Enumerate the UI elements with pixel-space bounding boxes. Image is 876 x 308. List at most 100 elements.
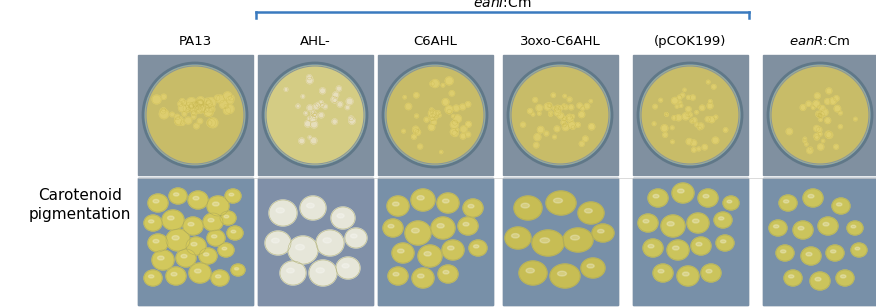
Ellipse shape [653, 194, 659, 198]
Circle shape [830, 98, 837, 104]
Circle shape [687, 95, 690, 99]
Circle shape [567, 116, 573, 122]
Circle shape [332, 119, 337, 124]
Circle shape [583, 136, 588, 141]
Circle shape [430, 82, 434, 86]
Circle shape [555, 109, 561, 116]
Circle shape [205, 104, 214, 112]
Ellipse shape [191, 242, 197, 246]
Circle shape [824, 99, 830, 104]
Bar [633, 55, 748, 175]
Ellipse shape [837, 203, 842, 206]
Circle shape [349, 116, 353, 121]
Ellipse shape [207, 196, 229, 216]
Ellipse shape [653, 264, 673, 282]
Ellipse shape [280, 261, 306, 285]
Circle shape [698, 126, 702, 130]
Ellipse shape [171, 272, 177, 276]
Ellipse shape [691, 237, 711, 255]
Circle shape [690, 95, 696, 100]
Circle shape [690, 119, 694, 123]
Circle shape [834, 144, 838, 149]
Circle shape [536, 105, 542, 111]
Circle shape [194, 123, 199, 129]
Ellipse shape [220, 211, 236, 225]
Circle shape [452, 120, 457, 125]
Circle shape [670, 126, 675, 130]
Circle shape [174, 114, 180, 120]
Circle shape [162, 108, 166, 112]
Circle shape [714, 115, 717, 119]
Text: Carotenoid: Carotenoid [38, 188, 122, 202]
Circle shape [432, 111, 439, 118]
Circle shape [304, 111, 307, 115]
Ellipse shape [514, 196, 542, 220]
Ellipse shape [148, 234, 168, 252]
Circle shape [201, 104, 209, 112]
Ellipse shape [584, 209, 592, 213]
Ellipse shape [808, 194, 814, 198]
Ellipse shape [412, 268, 434, 288]
Circle shape [563, 123, 567, 126]
Circle shape [815, 136, 819, 140]
Ellipse shape [393, 272, 399, 276]
Circle shape [307, 75, 312, 80]
Circle shape [198, 100, 204, 106]
Circle shape [320, 88, 326, 94]
Circle shape [188, 102, 198, 112]
Circle shape [533, 143, 539, 148]
Ellipse shape [658, 270, 664, 273]
Ellipse shape [442, 240, 464, 260]
Circle shape [447, 109, 451, 114]
Circle shape [263, 63, 367, 167]
Circle shape [563, 105, 568, 110]
Ellipse shape [229, 193, 234, 196]
Circle shape [208, 118, 218, 128]
Ellipse shape [677, 266, 699, 286]
Ellipse shape [769, 220, 787, 236]
Circle shape [170, 112, 174, 117]
Circle shape [817, 113, 822, 117]
Circle shape [333, 92, 339, 98]
Circle shape [189, 104, 194, 109]
Circle shape [552, 106, 555, 110]
Ellipse shape [424, 252, 431, 256]
Ellipse shape [388, 225, 394, 228]
Circle shape [307, 77, 313, 84]
Ellipse shape [505, 227, 531, 249]
Ellipse shape [832, 198, 850, 214]
Circle shape [197, 99, 203, 105]
Circle shape [553, 135, 556, 139]
Ellipse shape [851, 243, 867, 257]
Circle shape [661, 125, 668, 132]
Circle shape [174, 116, 183, 125]
Ellipse shape [213, 202, 219, 206]
Circle shape [818, 132, 822, 136]
Ellipse shape [673, 246, 679, 250]
Circle shape [544, 103, 551, 110]
Ellipse shape [570, 235, 580, 240]
Circle shape [418, 144, 422, 149]
Ellipse shape [405, 221, 431, 245]
Circle shape [813, 101, 820, 107]
Circle shape [179, 104, 187, 112]
Circle shape [686, 112, 690, 117]
Circle shape [424, 117, 429, 122]
Ellipse shape [638, 214, 658, 232]
Ellipse shape [167, 216, 174, 220]
Ellipse shape [578, 202, 604, 224]
Ellipse shape [781, 250, 786, 253]
Ellipse shape [149, 275, 154, 278]
Circle shape [412, 135, 416, 139]
Ellipse shape [398, 249, 404, 253]
Circle shape [579, 141, 584, 146]
Ellipse shape [144, 270, 162, 286]
Ellipse shape [387, 196, 409, 216]
Circle shape [266, 66, 364, 164]
Circle shape [178, 101, 183, 107]
Circle shape [229, 95, 234, 101]
Ellipse shape [677, 189, 684, 193]
Ellipse shape [224, 215, 229, 218]
Circle shape [466, 121, 471, 127]
Circle shape [180, 99, 185, 103]
